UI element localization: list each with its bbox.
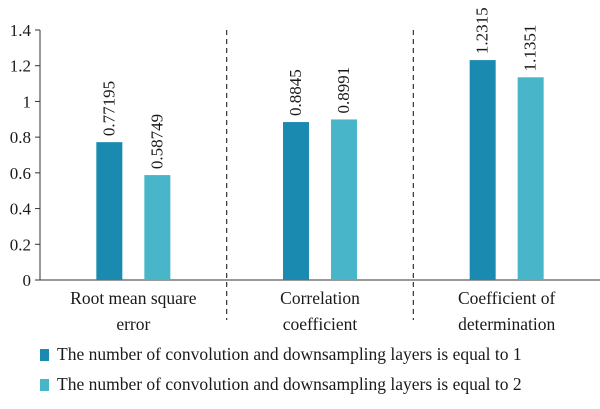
bar-series-2: [517, 77, 544, 280]
y-tick-label: 0.6: [10, 164, 31, 183]
bar-series-2: [331, 119, 357, 280]
y-tick-label: 1.4: [10, 21, 32, 40]
data-label-series-2: 0.58749: [147, 114, 166, 169]
data-label-series-1: 0.77195: [99, 81, 118, 136]
legend-label-series-2: The number of convolution and downsampli…: [57, 374, 522, 394]
legend-swatch-series-1: [40, 349, 49, 361]
y-tick-label: 0: [23, 271, 32, 290]
bar-series-1: [283, 122, 309, 280]
legend-item-series-2: The number of convolution and downsampli…: [40, 374, 522, 394]
bar-series-1: [96, 142, 123, 280]
data-label-series-2: 1.1351: [521, 25, 540, 72]
bar-series-1: [469, 60, 496, 280]
data-label-series-2: 0.8991: [334, 67, 353, 114]
bar-series-2: [144, 175, 171, 280]
category-label: Root mean square: [70, 288, 197, 308]
y-tick-label: 0.2: [10, 235, 31, 254]
category-label: Coefficient of: [458, 288, 556, 308]
legend-label-series-1: The number of convolution and downsampli…: [57, 344, 522, 364]
category-label: error: [116, 314, 150, 334]
y-tick-label: 0.8: [10, 128, 31, 147]
data-label-series-1: 0.8845: [286, 69, 305, 116]
legend-item-series-1: The number of convolution and downsampli…: [40, 344, 522, 364]
category-label: coefficient: [283, 314, 358, 334]
data-label-series-1: 1.2315: [473, 7, 492, 54]
y-tick-label: 1: [23, 92, 32, 111]
y-tick-label: 1.2: [10, 57, 31, 76]
category-label: determination: [458, 314, 555, 334]
y-tick-label: 0.4: [10, 200, 32, 219]
category-label: Correlation: [280, 288, 360, 308]
legend-swatch-series-2: [40, 379, 49, 391]
